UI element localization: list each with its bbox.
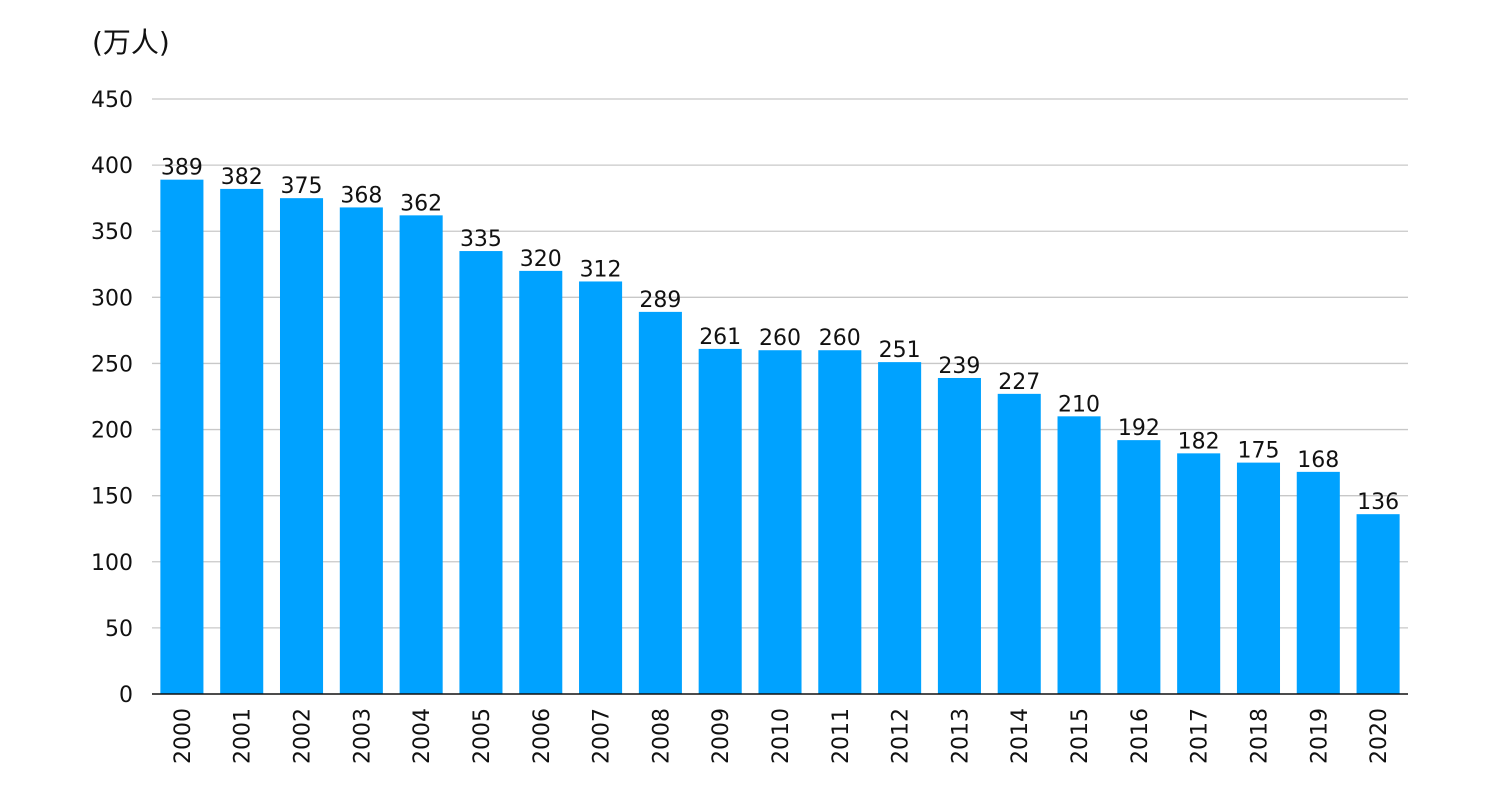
data-label: 335 xyxy=(460,227,502,252)
data-label: 175 xyxy=(1237,439,1279,464)
bar xyxy=(399,215,443,694)
bar xyxy=(638,311,682,694)
y-tick-label: 0 xyxy=(119,683,133,708)
x-tick-label: 2000 xyxy=(171,708,196,764)
data-label: 210 xyxy=(1058,392,1100,417)
data-label: 239 xyxy=(938,354,980,379)
data-label: 312 xyxy=(580,257,622,282)
data-label: 251 xyxy=(879,338,921,363)
bar xyxy=(160,179,204,695)
bar xyxy=(818,350,862,694)
x-tick-label: 2003 xyxy=(350,708,375,764)
x-tick-label: 2004 xyxy=(410,708,435,764)
bar xyxy=(279,198,324,694)
x-tick-label: 2007 xyxy=(590,708,615,764)
bar xyxy=(519,270,563,694)
x-tick-label: 2005 xyxy=(470,708,495,764)
bars xyxy=(160,179,1400,695)
y-tick-label: 300 xyxy=(91,286,133,311)
bar xyxy=(1236,462,1281,694)
y-tick-label: 100 xyxy=(91,551,133,576)
x-tick-label: 2019 xyxy=(1307,708,1332,764)
y-tick-label: 450 xyxy=(91,88,133,113)
y-tick-label: 250 xyxy=(91,352,133,377)
bar xyxy=(1117,440,1161,694)
x-tick-label: 2009 xyxy=(709,708,734,764)
data-label: 136 xyxy=(1357,490,1399,515)
x-tick-label: 2011 xyxy=(829,708,854,764)
data-label: 362 xyxy=(400,191,442,216)
x-tick-label: 2018 xyxy=(1247,708,1272,764)
y-unit-label: (万人) xyxy=(92,26,170,59)
y-tick-label: 400 xyxy=(91,154,133,179)
bar xyxy=(339,207,383,694)
data-label: 168 xyxy=(1297,448,1339,473)
data-label: 389 xyxy=(161,156,203,181)
bar xyxy=(1356,514,1400,694)
data-label: 289 xyxy=(639,288,681,313)
data-label: 368 xyxy=(340,183,382,208)
x-tick-label: 2006 xyxy=(530,708,555,764)
x-tick-label: 2008 xyxy=(649,708,674,764)
x-tick-label: 2020 xyxy=(1367,708,1392,764)
x-tick-label: 2002 xyxy=(291,708,316,764)
bar xyxy=(579,281,623,694)
bar xyxy=(220,188,264,694)
x-tick-label: 2017 xyxy=(1188,708,1213,764)
data-label: 375 xyxy=(281,174,323,199)
bar xyxy=(997,393,1041,694)
x-tick-label: 2014 xyxy=(1008,708,1033,764)
x-tick-label: 2012 xyxy=(889,708,914,764)
data-label: 260 xyxy=(819,326,861,351)
x-tick-label: 2013 xyxy=(948,708,973,764)
data-label: 192 xyxy=(1118,416,1160,441)
bar xyxy=(878,362,922,694)
y-tick-label: 200 xyxy=(91,419,133,444)
data-label: 227 xyxy=(998,370,1040,395)
data-label: 382 xyxy=(221,165,263,190)
bar xyxy=(459,251,503,695)
x-tick-label: 2010 xyxy=(769,708,794,764)
data-label: 260 xyxy=(759,326,801,351)
x-tick-label: 2001 xyxy=(231,708,256,764)
bar xyxy=(937,377,981,694)
y-tick-label: 150 xyxy=(91,485,133,510)
data-label: 182 xyxy=(1178,429,1220,454)
bar xyxy=(758,350,802,694)
data-label: 261 xyxy=(699,325,741,350)
bar xyxy=(698,348,742,694)
bar xyxy=(1296,471,1340,694)
bar xyxy=(1177,453,1221,694)
data-label: 320 xyxy=(520,247,562,272)
bar xyxy=(1057,416,1101,694)
y-tick-label: 50 xyxy=(105,617,133,642)
labels: 0 50 100 150 200 250 300 350 400 450 389 2000 382 200… xyxy=(91,88,1399,764)
y-tick-label: 350 xyxy=(91,220,133,245)
x-tick-label: 2016 xyxy=(1128,708,1153,764)
x-tick-label: 2015 xyxy=(1068,708,1093,764)
